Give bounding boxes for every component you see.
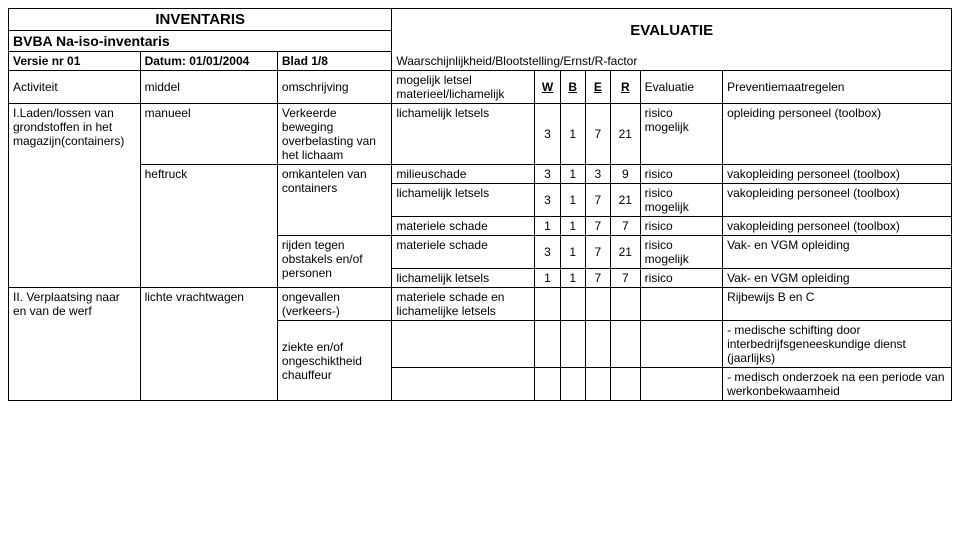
cell-r: 7: [610, 217, 640, 236]
header-versie: Versie nr 01: [9, 52, 141, 71]
col-activiteit: Activiteit: [9, 71, 141, 104]
cell-middel: lichte vrachtwagen: [140, 288, 277, 401]
cell-middel: manueel: [140, 104, 277, 165]
cell-omschr: ziekte en/of ongeschiktheid chauffeur: [277, 321, 391, 401]
cell-letsel: [392, 321, 535, 368]
cell-letsel: lichamelijk letsels: [392, 269, 535, 288]
cell-letsel: materiele schade: [392, 236, 535, 269]
cell-omschr: ongevallen (verkeers-): [277, 288, 391, 321]
cell-e: 7: [585, 184, 610, 217]
cell-e: 7: [585, 269, 610, 288]
header-company: BVBA Na-iso-inventaris: [9, 31, 392, 52]
cell-activiteit: I.Laden/lossen van grondstoffen in het m…: [9, 104, 141, 288]
cell-r: [610, 321, 640, 368]
table-row: heftruck omkantelen van containers milie…: [9, 165, 952, 184]
col-middel: middel: [140, 71, 277, 104]
cell-prev: Rijbewijs B en C: [723, 288, 952, 321]
cell-w: [535, 368, 560, 401]
cell-r: [610, 368, 640, 401]
cell-letsel: [392, 368, 535, 401]
cell-prev: - medische schifting door interbedrijfsg…: [723, 321, 952, 368]
cell-w: 3: [535, 104, 560, 165]
header-blad: Blad 1/8: [277, 52, 391, 71]
cell-w: [535, 321, 560, 368]
cell-prev: Vak- en VGM opleiding: [723, 236, 952, 269]
cell-b: 1: [560, 184, 585, 217]
cell-prev: vakopleiding personeel (toolbox): [723, 217, 952, 236]
cell-e: [585, 321, 610, 368]
col-prevent: Preventiemaatregelen: [723, 71, 952, 104]
cell-b: 1: [560, 217, 585, 236]
col-e: E: [585, 71, 610, 104]
cell-letsel: materiele schade: [392, 217, 535, 236]
cell-prev: Vak- en VGM opleiding: [723, 269, 952, 288]
cell-r: 7: [610, 269, 640, 288]
cell-w: 1: [535, 269, 560, 288]
cell-eval: risico mogelijk: [640, 236, 722, 269]
cell-letsel: milieuschade: [392, 165, 535, 184]
cell-b: [560, 288, 585, 321]
cell-letsel: materiele schade en lichamelijke letsels: [392, 288, 535, 321]
table-row: II. Verplaatsing naar en van de werf lic…: [9, 288, 952, 321]
cell-w: 1: [535, 217, 560, 236]
header-datum: Datum: 01/01/2004: [140, 52, 277, 71]
cell-prev: opleiding personeel (toolbox): [723, 104, 952, 165]
table-row: I.Laden/lossen van grondstoffen in het m…: [9, 104, 952, 165]
cell-b: 1: [560, 269, 585, 288]
cell-w: 3: [535, 184, 560, 217]
cell-w: [535, 288, 560, 321]
cell-prev: vakopleiding personeel (toolbox): [723, 184, 952, 217]
cell-eval: risico: [640, 165, 722, 184]
col-b: B: [560, 71, 585, 104]
col-omschrijving: omschrijving: [277, 71, 391, 104]
cell-b: [560, 368, 585, 401]
col-r: R: [610, 71, 640, 104]
cell-b: [560, 321, 585, 368]
cell-omschr: omkantelen van containers: [277, 165, 391, 236]
cell-r: 21: [610, 104, 640, 165]
cell-r: 21: [610, 236, 640, 269]
col-evaluatie: Evaluatie: [640, 71, 722, 104]
col-letsel: mogelijk letsel materieel/lichamelijk: [392, 71, 535, 104]
cell-e: [585, 288, 610, 321]
cell-eval: [640, 288, 722, 321]
cell-w: 3: [535, 236, 560, 269]
cell-activiteit: II. Verplaatsing naar en van de werf: [9, 288, 141, 401]
header-evaluatie: EVALUATIE: [392, 9, 952, 52]
cell-eval: risico mogelijk: [640, 184, 722, 217]
cell-middel: heftruck: [140, 165, 277, 288]
cell-eval: [640, 368, 722, 401]
cell-r: [610, 288, 640, 321]
cell-omschr: rijden tegen obstakels en/of personen: [277, 236, 391, 288]
cell-r: 9: [610, 165, 640, 184]
cell-eval: [640, 321, 722, 368]
cell-omschr: Verkeerde beweging overbelasting van het…: [277, 104, 391, 165]
cell-eval: risico: [640, 217, 722, 236]
cell-eval: risico: [640, 269, 722, 288]
cell-letsel: lichamelijk letsels: [392, 184, 535, 217]
cell-e: [585, 368, 610, 401]
cell-r: 21: [610, 184, 640, 217]
cell-b: 1: [560, 165, 585, 184]
risk-table: INVENTARIS EVALUATIE BVBA Na-iso-inventa…: [8, 8, 952, 401]
cell-b: 1: [560, 236, 585, 269]
cell-prev: vakopleiding personeel (toolbox): [723, 165, 952, 184]
header-waarschijnlijkheid: Waarschijnlijkheid/Blootstelling/Ernst/R…: [392, 52, 952, 71]
cell-e: 3: [585, 165, 610, 184]
cell-prev: - medisch onderzoek na een periode van w…: [723, 368, 952, 401]
cell-b: 1: [560, 104, 585, 165]
header-inventaris: INVENTARIS: [9, 9, 392, 31]
col-w: W: [535, 71, 560, 104]
cell-w: 3: [535, 165, 560, 184]
cell-e: 7: [585, 104, 610, 165]
cell-e: 7: [585, 217, 610, 236]
cell-e: 7: [585, 236, 610, 269]
cell-eval: risico mogelijk: [640, 104, 722, 165]
cell-letsel: lichamelijk letsels: [392, 104, 535, 165]
